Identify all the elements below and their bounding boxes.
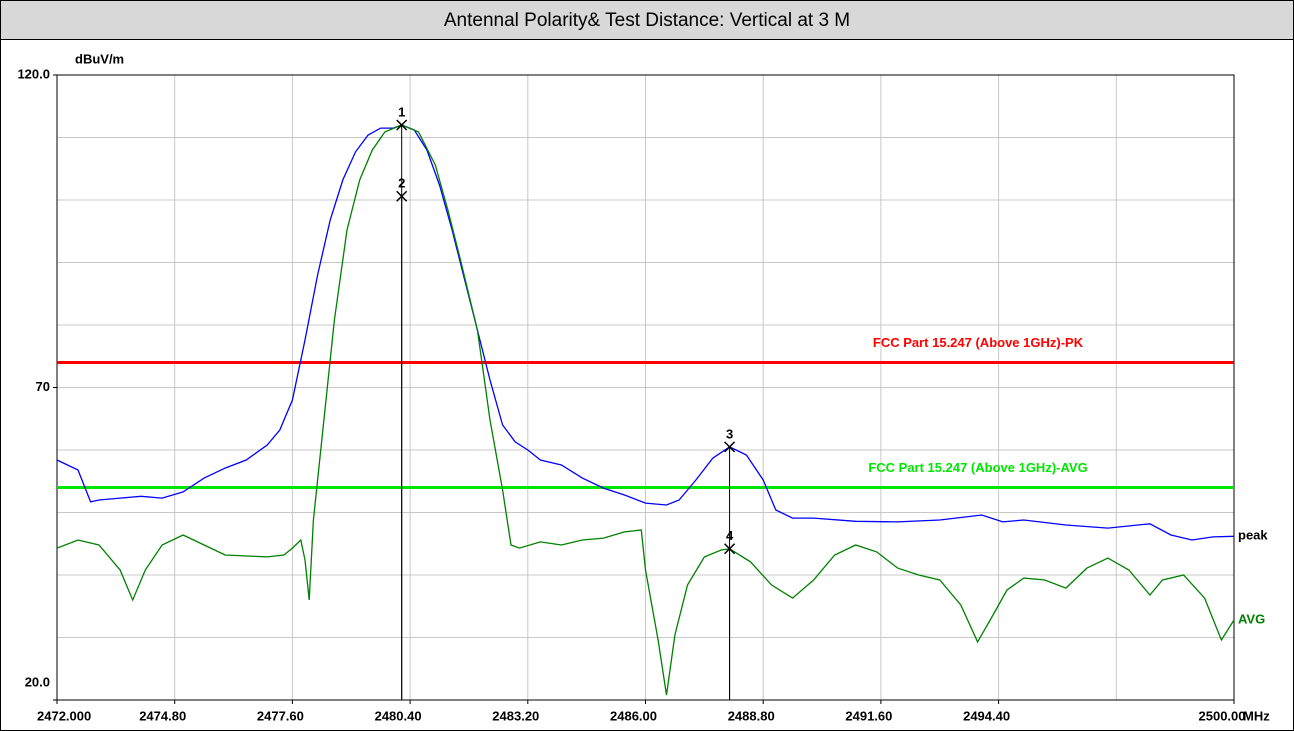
marker-label: 4: [726, 528, 734, 543]
x-tick-label: 2488.80: [728, 708, 775, 723]
x-tick-label: 2480.40: [375, 708, 422, 723]
title-bar: [0, 0, 1294, 40]
x-tick-label: 2491.60: [845, 708, 892, 723]
series-label: peak: [1238, 528, 1268, 543]
marker: [724, 543, 736, 555]
y-unit: dBuV/m: [75, 51, 124, 66]
trace: [56, 124, 1235, 696]
y-tick-label: 20.0: [25, 674, 50, 689]
x-tick-label: 2494.40: [963, 708, 1010, 723]
chart-title: Antennal Polarity& Test Distance: Vertic…: [444, 10, 850, 31]
x-tick-label: 2477.60: [257, 708, 304, 723]
x-tick-label: 2472.000: [37, 708, 91, 723]
marker: [724, 441, 736, 453]
y-tick-label: 120.0: [17, 66, 50, 81]
x-tick-label: 2474.80: [139, 708, 186, 723]
x-unit: MHz: [1243, 708, 1270, 723]
marker-label: 1: [398, 104, 405, 119]
x-tick-label: 2500.00: [1199, 708, 1246, 723]
marker-label: 2: [398, 176, 405, 191]
marker: [396, 190, 408, 202]
x-tick-label: 2483.20: [492, 708, 539, 723]
marker-label: 3: [726, 426, 733, 441]
x-tick-label: 2486.00: [610, 708, 657, 723]
limit-label: FCC Part 15.247 (Above 1GHz)-PK: [873, 335, 1084, 350]
trace: [56, 124, 1235, 541]
series-label: AVG: [1238, 611, 1265, 626]
y-tick-label: 70: [36, 379, 50, 394]
marker: [396, 119, 408, 131]
limit-label: FCC Part 15.247 (Above 1GHz)-AVG: [868, 460, 1087, 475]
